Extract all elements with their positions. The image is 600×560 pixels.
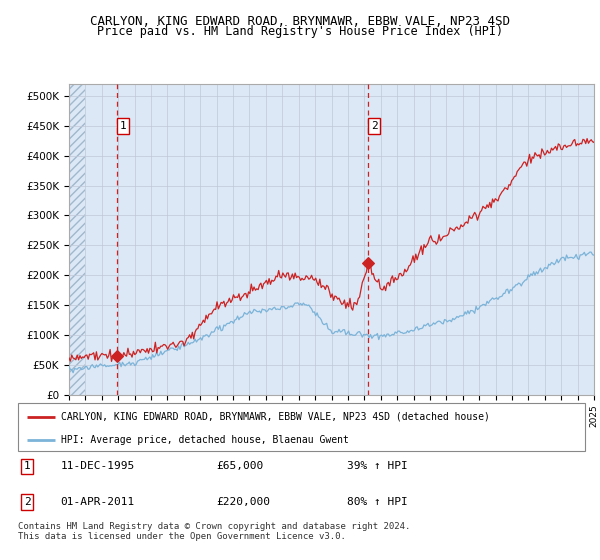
Bar [69,84,85,395]
Text: 1: 1 [119,121,126,131]
Text: CARLYON, KING EDWARD ROAD, BRYNMAWR, EBBW VALE, NP23 4SD (detached house): CARLYON, KING EDWARD ROAD, BRYNMAWR, EBB… [61,412,490,422]
Text: 39% ↑ HPI: 39% ↑ HPI [347,461,407,472]
Point [112,352,122,361]
Text: 80% ↑ HPI: 80% ↑ HPI [347,497,407,507]
Text: £65,000: £65,000 [217,461,264,472]
Text: 11-DEC-1995: 11-DEC-1995 [61,461,135,472]
Text: 01-APR-2011: 01-APR-2011 [61,497,135,507]
Text: CARLYON, KING EDWARD ROAD, BRYNMAWR, EBBW VALE, NP23 4SD: CARLYON, KING EDWARD ROAD, BRYNMAWR, EBB… [90,15,510,27]
Text: Contains HM Land Registry data © Crown copyright and database right 2024.
This d: Contains HM Land Registry data © Crown c… [18,522,410,542]
Text: 1: 1 [23,461,31,472]
Text: 2: 2 [371,121,377,131]
Text: 2: 2 [23,497,31,507]
Text: £220,000: £220,000 [217,497,271,507]
Text: Price paid vs. HM Land Registry's House Price Index (HPI): Price paid vs. HM Land Registry's House … [97,25,503,38]
Text: HPI: Average price, detached house, Blaenau Gwent: HPI: Average price, detached house, Blae… [61,435,349,445]
Point [364,259,373,268]
